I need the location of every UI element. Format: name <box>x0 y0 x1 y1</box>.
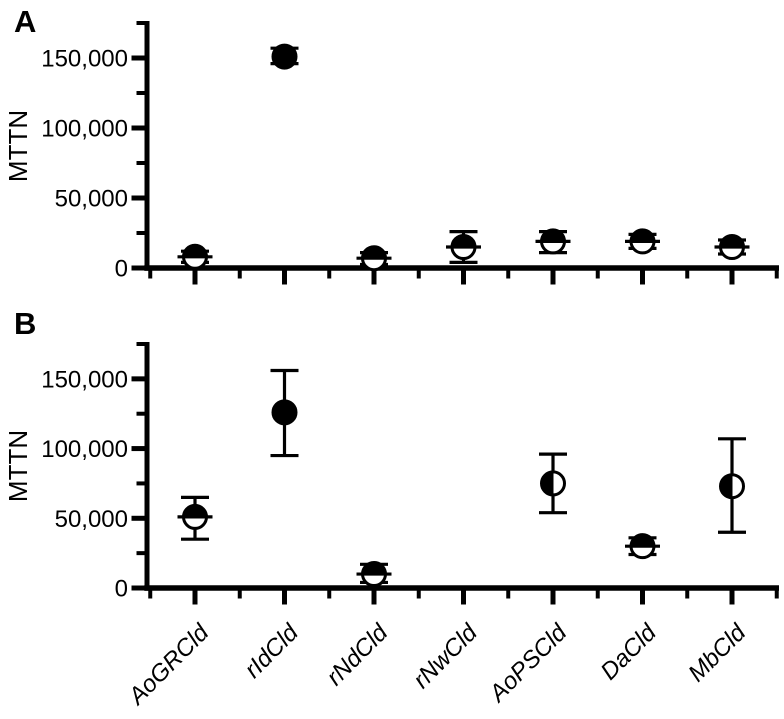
marker-half-fill-top <box>630 229 655 242</box>
data-point-DaCld <box>625 533 660 560</box>
x-tick-label-MbCld: MbCld <box>683 619 752 688</box>
data-point-rIdCld <box>270 43 299 70</box>
x-tick-label-DaCld: DaCld <box>595 619 662 686</box>
data-point-rNdCld <box>356 245 392 272</box>
panel-a-plot: 0 50,000 100,000 150,000 <box>41 21 779 285</box>
y-axis-title-b: MTTN <box>3 430 33 502</box>
marker-half-fill-top <box>182 504 208 518</box>
marker-half-fill-top <box>451 235 476 248</box>
panel-b-label: B <box>14 306 36 341</box>
marker-half-fill-top <box>361 246 387 259</box>
x-tick-label-AoGRCld: AoGRCld <box>122 619 215 712</box>
y-tick-label-100000: 100,000 <box>41 436 128 463</box>
y-tick-label-0: 0 <box>115 256 128 283</box>
data-point-AoGRCld <box>177 495 213 541</box>
data-point-AoGRCld <box>177 243 213 270</box>
data-point-MbCld <box>714 234 750 260</box>
marker-half-fill-top <box>361 562 387 575</box>
x-tick-label-rIdCld: rIdCld <box>239 619 304 684</box>
data-point-rNwCld <box>446 230 481 264</box>
data-point-rNdCld <box>356 561 392 588</box>
y-tick-label-50000: 50,000 <box>55 506 128 533</box>
data-point-DaCld <box>625 228 660 255</box>
marker-circle <box>271 43 298 70</box>
y-tick-label-150000: 150,000 <box>41 366 128 393</box>
data-point-rIdCld <box>270 368 299 458</box>
x-tick-label-rNdCld: rNdCld <box>321 619 393 691</box>
panel-a-label: A <box>14 4 36 39</box>
marker-circle <box>271 399 298 426</box>
marker-half-fill-top <box>630 534 655 547</box>
x-tick-label-AoPSCld: AoPSCld <box>483 619 573 709</box>
x-tick-label-rNwCld: rNwCld <box>408 619 483 694</box>
y-axis-title-a: MTTN <box>3 110 33 182</box>
marker-half-fill-top <box>719 235 745 248</box>
y-tick-label-50000: 50,000 <box>55 186 128 213</box>
marker-half-fill-left <box>720 474 733 499</box>
y-tick-label-100000: 100,000 <box>41 116 128 143</box>
y-tick-label-150000: 150,000 <box>41 46 128 73</box>
data-point-AoPSCld <box>539 452 567 515</box>
data-point-AoPSCld <box>535 228 571 255</box>
data-point-MbCld <box>718 437 746 534</box>
marker-half-fill-left <box>541 471 554 496</box>
marker-half-fill-top <box>182 244 208 258</box>
panel-b-plot: 0 50,000 100,000 150,000 AoGRCld rIdCld rNdCld… <box>41 342 779 711</box>
y-tick-label-0: 0 <box>115 576 128 603</box>
marker-half-fill-top <box>540 229 566 242</box>
